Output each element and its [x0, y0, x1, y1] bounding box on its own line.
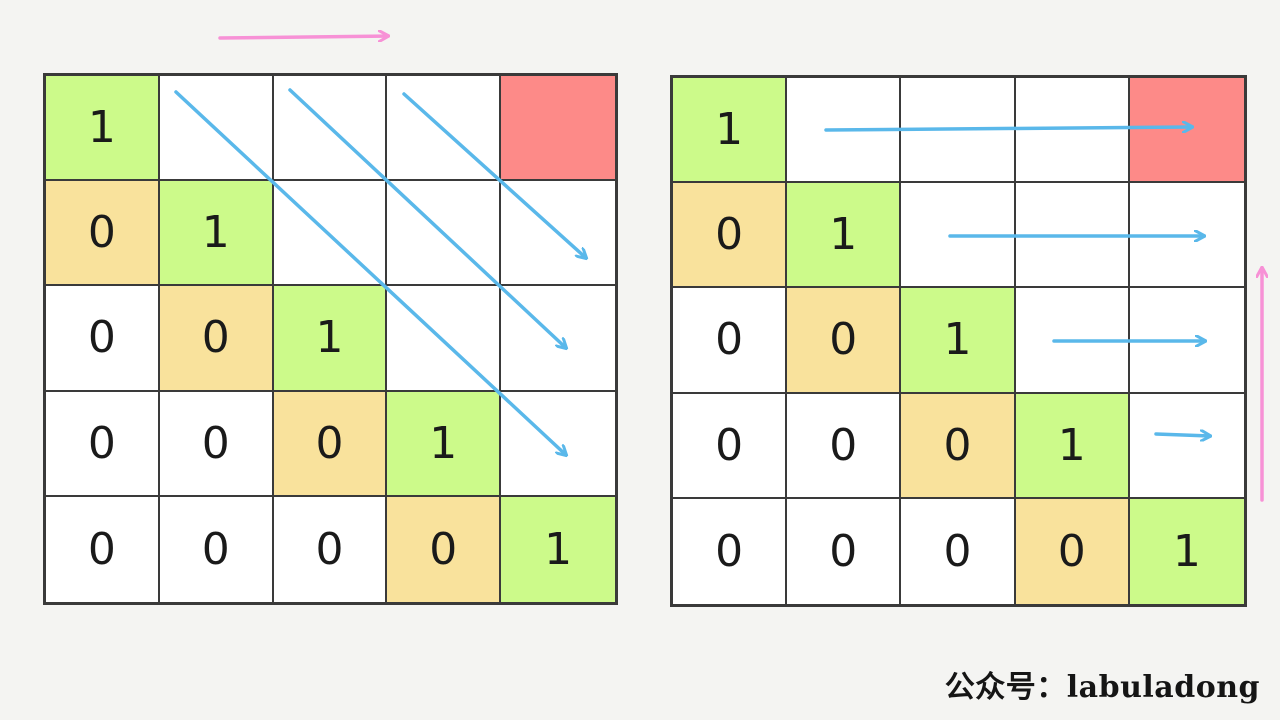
table-cell-r4-c3: 0: [1015, 498, 1130, 604]
table-cell-r4-c2: 0: [273, 496, 388, 602]
table-cell-r0-c1: [159, 76, 274, 182]
table-cell-r1-c3: [1015, 183, 1130, 289]
table-cell-r3-c2: 0: [901, 393, 1016, 499]
table-cell-r2-c4: [501, 286, 615, 392]
table-cell-r0-c0: 1: [673, 78, 788, 184]
table-cell-r3-c1: 0: [787, 393, 902, 499]
table-cell-r2-c1: 0: [787, 288, 902, 394]
table-cell-r0-c0: 1: [46, 76, 160, 182]
table-cell-r1-c1: 1: [787, 183, 902, 289]
table-cell-r3-c0: 0: [46, 391, 160, 497]
table-cell-r3-c3: 1: [387, 391, 502, 497]
table-cell-r2-c0: 0: [673, 288, 788, 394]
table-cell-r2-c3: [1015, 288, 1130, 394]
watermark-text: 公众号：labuladong: [944, 670, 1260, 705]
left-direction-arrow: [218, 36, 388, 38]
table-cell-r2-c0: 0: [46, 286, 160, 392]
table-cell-r4-c0: 0: [673, 498, 788, 604]
table-cell-r1-c3: [387, 181, 502, 287]
table-cell-r3-c4: [501, 391, 615, 497]
table-cell-r2-c2: 1: [273, 286, 388, 392]
table-cell-r1-c2: [901, 183, 1016, 289]
table-cell-r3-c0: 0: [673, 393, 788, 499]
table-cell-r3-c3: 1: [1015, 393, 1130, 499]
table-cell-r2-c4: [1129, 288, 1244, 394]
table-cell-r4-c4: 1: [501, 496, 615, 602]
table-cell-r1-c2: [273, 181, 388, 287]
table-cell-r2-c1: 0: [159, 286, 274, 392]
table-cell-r0-c4: [501, 76, 615, 182]
table-cell-r2-c3: [387, 286, 502, 392]
table-cell-r4-c1: 0: [159, 496, 274, 602]
table-cell-r0-c3: [387, 76, 502, 182]
table-cell-r1-c1: 1: [159, 181, 274, 287]
table-cell-r4-c1: 0: [787, 498, 902, 604]
table-cell-r2-c2: 1: [901, 288, 1016, 394]
table-cell-r3-c4: [1129, 393, 1244, 499]
table-cell-r3-c2: 0: [273, 391, 388, 497]
table-cell-r4-c2: 0: [901, 498, 1016, 604]
table-cell-r1-c0: 0: [673, 183, 788, 289]
table-cell-r1-c4: [501, 181, 615, 287]
table-cell-r0-c2: [901, 78, 1016, 184]
table-cell-r0-c1: [787, 78, 902, 184]
table-cell-r1-c4: [1129, 183, 1244, 289]
table-cell-r0-c2: [273, 76, 388, 182]
table-cell-r3-c1: 0: [159, 391, 274, 497]
table-cell-r4-c0: 0: [46, 496, 160, 602]
table-cell-r4-c3: 0: [387, 496, 502, 602]
table-cell-r0-c3: [1015, 78, 1130, 184]
table-cell-r0-c4: [1129, 78, 1244, 184]
table-cell-r1-c0: 0: [46, 181, 160, 287]
table-cell-r4-c4: 1: [1129, 498, 1244, 604]
